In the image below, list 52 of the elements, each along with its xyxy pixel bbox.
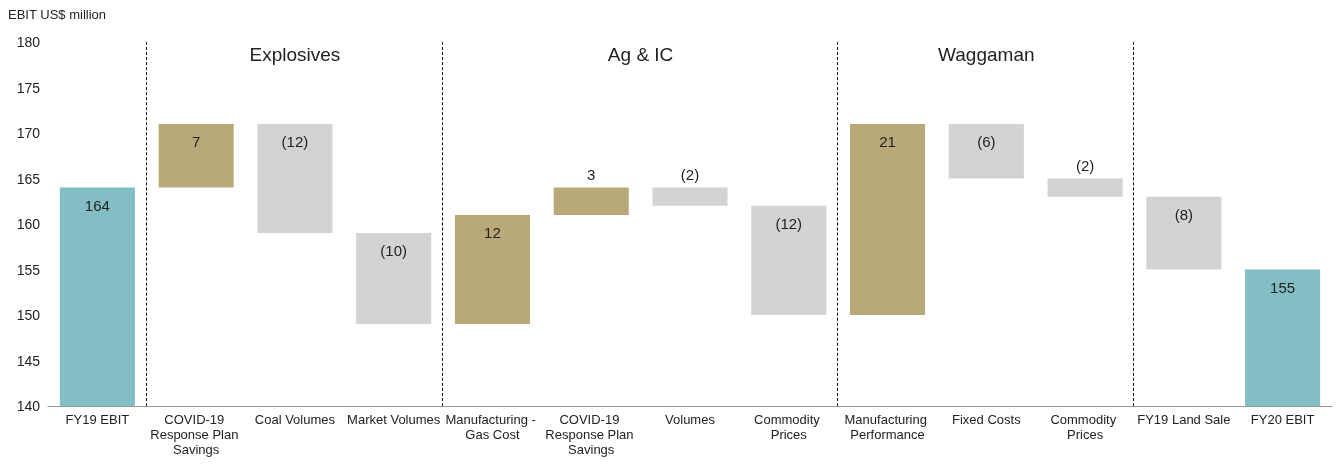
data-label: (10) <box>380 242 408 260</box>
y-tick-label: 145 <box>16 352 41 369</box>
y-tick-label: 155 <box>16 261 41 278</box>
x-tick-label: Commodity Prices <box>1050 412 1120 442</box>
x-tick-label: Commodity Prices <box>754 412 824 442</box>
data-label: 155 <box>1270 278 1296 296</box>
bar <box>257 123 333 234</box>
bar <box>1047 178 1123 197</box>
y-tick-label: 160 <box>16 216 41 232</box>
y-tick-label: 150 <box>16 307 41 323</box>
x-tick-label: FY19 Land Sale <box>1137 412 1231 427</box>
x-tick-label: FY19 EBIT <box>65 412 130 427</box>
data-label: (6) <box>977 132 996 150</box>
x-tick-label: Market Volumes <box>347 412 441 427</box>
y-tick-label: 170 <box>16 125 41 141</box>
y-tick-label: 175 <box>16 79 41 96</box>
x-tick-label: Manufacturing - Gas Cost <box>445 412 540 442</box>
data-label: 164 <box>84 196 110 214</box>
annotation: Explosives <box>248 44 342 66</box>
data-label: (8) <box>1174 205 1194 223</box>
y-tick-label: 140 <box>16 398 41 414</box>
x-tick-label: Volumes <box>665 412 716 427</box>
bar <box>158 123 234 188</box>
x-tick-label: Fixed Costs <box>951 412 1022 427</box>
x-tick-label: Manufacturing Performance <box>844 412 931 442</box>
data-label: 7 <box>191 132 201 150</box>
bar <box>1146 196 1222 270</box>
bar <box>948 123 1024 179</box>
x-tick-label: COVID-19 Response Plan Savings <box>545 412 638 457</box>
data-label: 3 <box>587 165 596 183</box>
bar <box>454 214 530 325</box>
y-tick-label: 165 <box>16 170 41 187</box>
bar <box>751 205 827 315</box>
bar <box>356 233 432 325</box>
x-tick-label: COVID-19 Response Plan Savings <box>150 412 243 457</box>
annotation: Ag & IC <box>606 44 675 66</box>
data-label: (12) <box>281 132 309 150</box>
data-label: (2) <box>680 165 700 183</box>
data-label: (12) <box>775 214 803 232</box>
y-tick-label: 180 <box>16 34 41 50</box>
bar <box>59 187 135 406</box>
annotation: Waggaman <box>937 44 1036 66</box>
bar <box>850 123 926 315</box>
bar <box>553 187 629 215</box>
data-label: 21 <box>879 132 896 150</box>
y-axis-title: EBIT US$ million <box>8 7 107 22</box>
bar <box>652 187 728 206</box>
x-tick-label: FY20 EBIT <box>1250 412 1315 427</box>
data-label: 12 <box>484 223 501 241</box>
bar <box>1245 269 1321 406</box>
data-label: (2) <box>1075 156 1095 174</box>
x-tick-label: Coal Volumes <box>254 412 336 427</box>
